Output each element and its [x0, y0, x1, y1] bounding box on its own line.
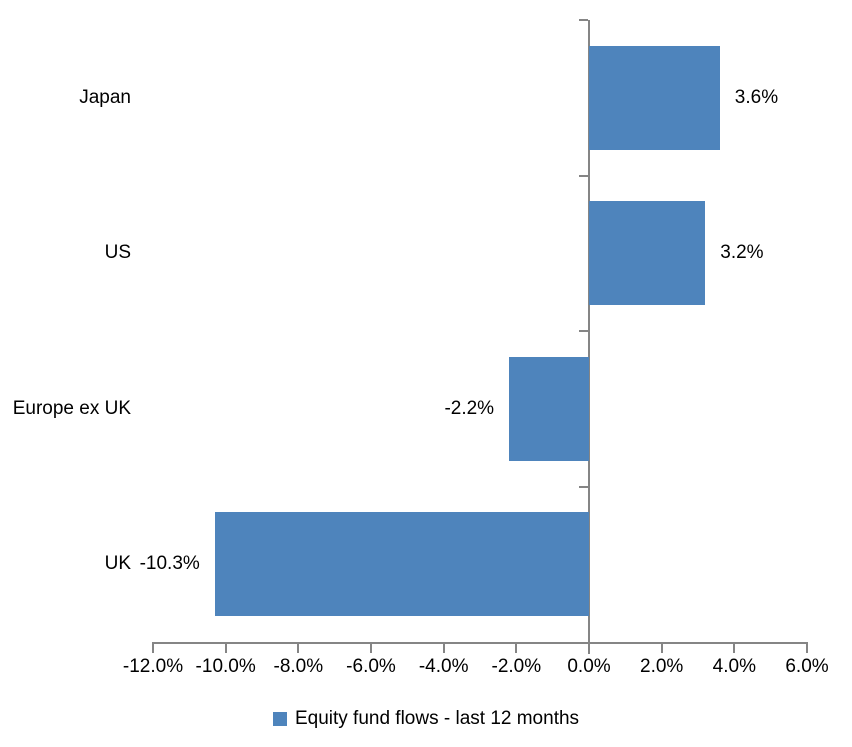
category-label: UK [104, 553, 131, 575]
x-axis-tick [152, 642, 154, 653]
category-label: US [104, 242, 131, 264]
y-axis-tick [579, 330, 588, 332]
y-axis-tick [579, 485, 588, 488]
x-axis-tick-label: -12.0% [122, 656, 184, 677]
bar-uk [214, 512, 589, 617]
x-axis-tick [806, 642, 808, 653]
x-axis-tick [442, 642, 445, 653]
x-axis-tick [733, 642, 736, 653]
x-axis-tick-label: -8.0% [273, 656, 324, 677]
value-label: 3.6% [734, 86, 779, 108]
x-axis-tick [297, 642, 300, 653]
y-axis-tick [579, 174, 588, 177]
x-axis-tick-label: 4.0% [712, 656, 756, 677]
x-axis-tick-label: 2.0% [640, 656, 684, 677]
x-axis-tick-label: -4.0% [418, 656, 469, 677]
x-axis-tick-label: 0.0% [567, 656, 611, 677]
bar-japan [589, 45, 720, 150]
x-axis-tick [370, 642, 372, 653]
x-axis-tick-label: -10.0% [195, 656, 256, 677]
x-axis-tick-label: 6.0% [785, 656, 829, 677]
x-axis-tick [224, 642, 227, 653]
x-axis-line [152, 642, 808, 644]
legend: Equity fund flows - last 12 months [0, 705, 852, 733]
legend-swatch-icon [272, 712, 287, 726]
x-axis-tick [588, 642, 590, 653]
x-axis-tick [660, 642, 663, 653]
y-axis-tick [579, 19, 588, 21]
bar-us [589, 201, 706, 306]
y-axis-line [588, 20, 590, 654]
x-axis-tick [515, 642, 518, 653]
value-label: -2.2% [444, 397, 495, 419]
bar-europe-ex-uk [509, 356, 589, 461]
x-axis-tick-label: -6.0% [346, 656, 396, 677]
value-label: 3.2% [720, 242, 764, 264]
legend-label: Equity fund flows - last 12 months [294, 708, 580, 729]
x-axis-tick-label: -2.0% [491, 656, 542, 677]
category-label: Japan [79, 86, 131, 108]
category-label: Europe ex UK [12, 397, 131, 419]
value-label: -10.3% [139, 553, 200, 575]
